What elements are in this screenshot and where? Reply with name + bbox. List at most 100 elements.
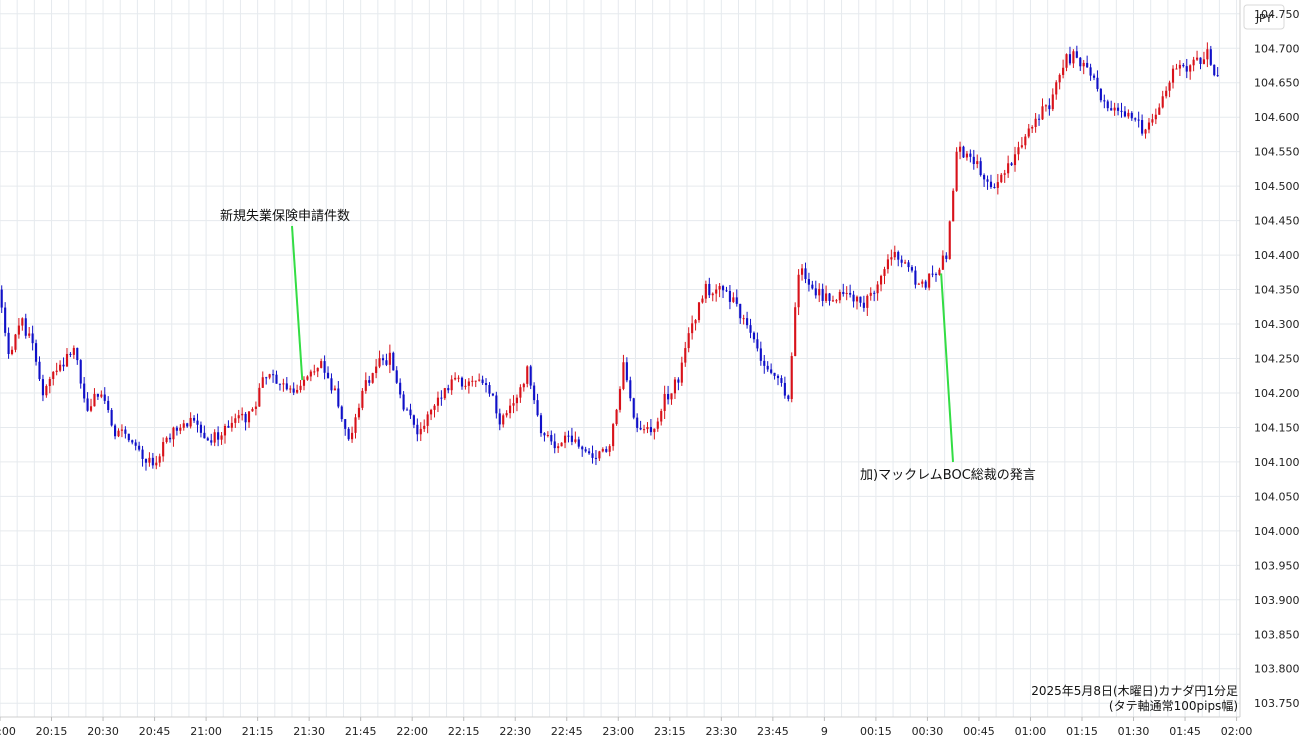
candle-body xyxy=(502,415,505,425)
candle-body xyxy=(632,398,635,418)
candle-body xyxy=(828,293,831,301)
candle-body xyxy=(663,393,666,411)
candle-body xyxy=(223,425,227,436)
candle-body xyxy=(948,221,951,259)
candle-body xyxy=(186,423,189,427)
candle-body xyxy=(533,385,536,401)
x-tick-label: 21:45 xyxy=(345,725,377,738)
candle-body xyxy=(474,380,477,382)
candle-body xyxy=(141,449,144,459)
candle-body xyxy=(1113,107,1116,111)
candle-body xyxy=(577,439,580,447)
candle-body xyxy=(189,417,192,427)
candle-body xyxy=(110,410,113,426)
candle-body xyxy=(694,320,697,324)
candle-body xyxy=(134,442,137,446)
candle-body xyxy=(804,268,807,280)
candle-body xyxy=(553,441,556,449)
candle-body xyxy=(306,376,309,380)
candle-body xyxy=(1051,94,1054,110)
x-tick-label: 00:30 xyxy=(912,725,944,738)
candle-body xyxy=(220,435,223,440)
candle-body xyxy=(1103,100,1106,102)
y-tick-label: 104.300 xyxy=(1254,318,1300,331)
y-tick-label: 104.750 xyxy=(1254,8,1300,21)
candle-body xyxy=(1106,101,1109,109)
candle-body xyxy=(309,371,312,377)
candle-body xyxy=(965,153,968,158)
candle-body xyxy=(529,366,532,386)
candle-body xyxy=(976,161,979,165)
candle-body xyxy=(996,182,999,188)
candle-body xyxy=(378,358,381,367)
candle-body xyxy=(735,297,738,304)
candle-body xyxy=(1137,119,1140,121)
candle-body xyxy=(1175,68,1178,70)
annotation-layer: 新規失業保険申請件数 加)マックレムBOC総裁の発言 xyxy=(220,208,1036,483)
candle-body xyxy=(1209,49,1212,65)
x-tick-label: 22:45 xyxy=(551,725,583,738)
candle-body xyxy=(399,382,402,395)
candle-body xyxy=(254,406,257,409)
candle-body xyxy=(701,298,704,303)
candle-body xyxy=(1134,118,1137,120)
candle-body xyxy=(794,307,797,357)
candle-body xyxy=(151,457,154,466)
candle-body xyxy=(900,259,903,263)
candle-body xyxy=(31,333,34,344)
candle-body xyxy=(340,406,343,420)
candle-body xyxy=(1065,54,1068,68)
candle-body xyxy=(447,388,450,391)
candle-body xyxy=(481,379,484,384)
candle-body xyxy=(560,442,563,447)
annotation-boc-governor: 加)マックレムBOC総裁の発言 xyxy=(860,467,1036,483)
candle-body xyxy=(1079,57,1082,67)
candle-body xyxy=(79,360,82,384)
candle-body xyxy=(601,449,604,452)
candle-body xyxy=(14,334,17,350)
candle-body xyxy=(800,268,804,275)
candle-body xyxy=(725,290,728,292)
candle-body xyxy=(175,427,178,431)
candle-body xyxy=(876,284,879,294)
candle-body xyxy=(162,442,165,457)
candle-body xyxy=(656,421,659,429)
candle-body xyxy=(55,370,58,372)
candle-body xyxy=(491,393,494,396)
y-tick-label: 104.700 xyxy=(1254,42,1300,55)
candle-body xyxy=(416,424,419,435)
candle-body xyxy=(776,375,780,379)
candle-body xyxy=(1127,112,1130,117)
candle-body xyxy=(337,388,340,407)
candle-body xyxy=(814,288,817,296)
candle-body xyxy=(928,273,931,288)
candle-body xyxy=(93,393,96,407)
candle-body xyxy=(443,388,446,399)
candle-body xyxy=(646,427,649,430)
candle-body xyxy=(344,419,347,429)
candle-body xyxy=(639,427,642,430)
candle-body xyxy=(642,429,646,431)
candle-body xyxy=(1216,75,1219,77)
candle-body xyxy=(557,446,560,449)
candle-body xyxy=(392,352,395,371)
candle-body xyxy=(1024,136,1027,146)
candle-body xyxy=(193,417,196,421)
candle-body xyxy=(962,146,965,158)
candle-body xyxy=(1110,108,1113,111)
candle-body xyxy=(945,255,948,259)
candle-body xyxy=(83,383,86,399)
candle-body xyxy=(546,435,549,437)
candle-body xyxy=(752,332,756,340)
candle-body xyxy=(526,366,529,384)
candle-body xyxy=(1092,75,1096,78)
candle-body xyxy=(732,297,735,302)
candle-body xyxy=(419,428,422,435)
candle-body xyxy=(488,385,491,394)
y-tick-label: 104.650 xyxy=(1254,77,1300,90)
candle-body xyxy=(739,303,742,319)
candle-body xyxy=(313,371,316,373)
candle-body xyxy=(182,423,185,428)
candle-body xyxy=(69,353,72,355)
candle-body xyxy=(1017,147,1020,155)
